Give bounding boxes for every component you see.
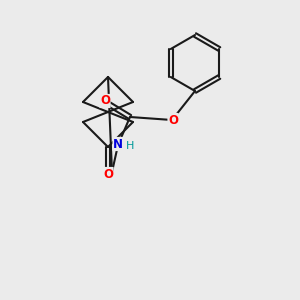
Text: N: N	[113, 137, 123, 151]
Text: O: O	[103, 167, 113, 181]
Text: O: O	[100, 94, 110, 107]
Text: O: O	[168, 113, 178, 127]
Text: H: H	[126, 141, 134, 151]
